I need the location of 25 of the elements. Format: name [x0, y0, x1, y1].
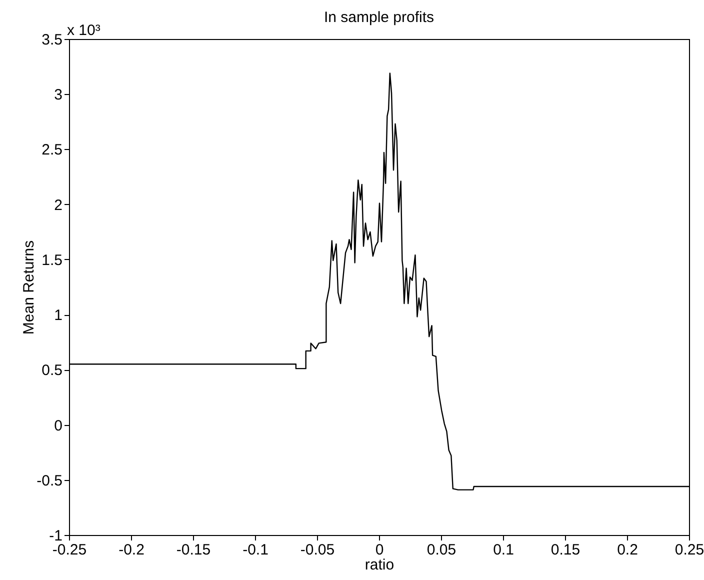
x-axis-title: ratio [364, 556, 394, 574]
x-tick-label: 0.15 [550, 542, 580, 558]
y-axis-title: Mean Returns [20, 240, 38, 335]
y-tick-label: 3 [54, 86, 62, 104]
x-tick-label: 0.1 [493, 542, 514, 558]
y-tick-label: 0 [54, 417, 62, 434]
y-tick-label: 0.5 [42, 362, 62, 380]
x-tick-label: -0.25 [52, 542, 87, 558]
y-tick-label: 1.5 [42, 252, 62, 269]
y-tick-label: -0.5 [36, 472, 62, 490]
y-tick-label: -1 [49, 528, 62, 544]
x-tick-label: 0.2 [617, 542, 638, 558]
y-tick-label: 2.5 [42, 142, 62, 159]
x-tick-label: 0 [375, 542, 384, 558]
y-tick-label: 2 [54, 196, 62, 214]
x-tick-label: -0.15 [176, 542, 211, 558]
y-tick-label: 1 [54, 307, 62, 324]
text: x 10³ [67, 22, 100, 39]
y-tick-label: 3.5 [42, 32, 62, 48]
chart-title: In sample profits [324, 9, 434, 26]
x-tick-label: -0.1 [242, 542, 268, 558]
x-tick-label: -0.2 [118, 542, 144, 558]
x-tick-label: 0.05 [426, 542, 456, 558]
x-tick-label: 0.25 [674, 542, 704, 558]
x-tick-label: -0.05 [300, 542, 335, 558]
